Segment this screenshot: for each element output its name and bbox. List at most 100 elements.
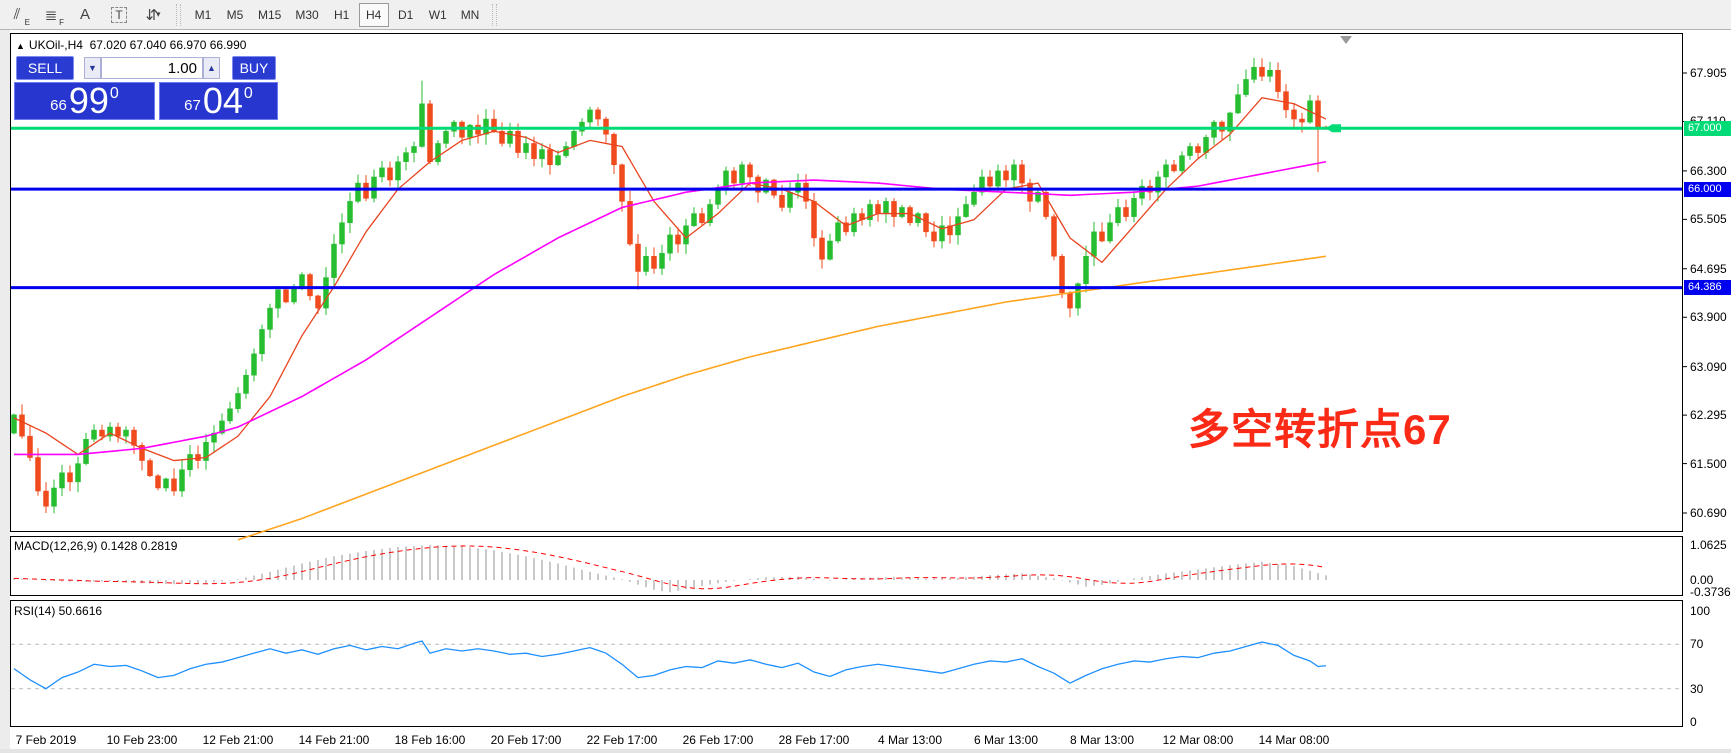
macd-axis-label: 1.0625: [1690, 537, 1727, 552]
timeframe-button-h4[interactable]: H4: [358, 2, 389, 27]
candle-body: [83, 438, 89, 464]
candle-body: [987, 176, 993, 187]
chart-shift-marker-icon[interactable]: [1340, 36, 1352, 44]
candle-body: [27, 435, 33, 458]
volume-decrease-button[interactable]: ▼: [84, 57, 101, 79]
candle-body: [1107, 222, 1113, 242]
candle-body: [563, 146, 569, 156]
candle-body: [123, 429, 129, 437]
price-axis-label: 63.090: [1690, 359, 1727, 374]
candle-body: [259, 329, 265, 355]
candle-body: [795, 182, 801, 193]
rsi-panel[interactable]: [10, 600, 1683, 727]
candle-body: [235, 393, 241, 409]
candle-body: [403, 152, 409, 162]
candle-body: [171, 478, 177, 492]
buy-button[interactable]: BUY: [232, 56, 276, 80]
candle-body: [539, 149, 545, 159]
candle-body: [1219, 121, 1225, 132]
candle-body: [75, 463, 81, 483]
time-axis-label: 14 Feb 21:00: [298, 733, 370, 747]
candle-body: [971, 191, 977, 205]
candle-body: [667, 234, 673, 254]
price-axis-label: 65.505: [1690, 212, 1727, 227]
timeframe-button-mn[interactable]: MN: [460, 7, 480, 22]
candle-body: [411, 146, 417, 153]
candle-body: [339, 222, 345, 245]
buy-price-main: 04: [202, 80, 243, 121]
timeframe-button-w1[interactable]: W1: [428, 7, 447, 22]
candle-body: [363, 182, 369, 199]
candle-body: [499, 130, 505, 144]
buy-price-display[interactable]: 67 04 0: [159, 82, 278, 120]
rsi-axis-label: 0: [1690, 715, 1697, 729]
candle-body: [1043, 191, 1049, 217]
fibonacci-icon[interactable]: ≣ F: [44, 6, 64, 27]
candle-body: [715, 188, 721, 205]
candle-body: [571, 130, 577, 147]
volume-increase-button[interactable]: ▲: [203, 57, 220, 79]
candle-body: [1011, 164, 1017, 181]
current-price-marker: [1326, 124, 1341, 133]
timeframe-button-m5[interactable]: M5: [226, 7, 244, 22]
sell-price-display[interactable]: 66 99 0: [14, 82, 155, 120]
candle-body: [1019, 164, 1025, 184]
candle-body: [899, 207, 905, 217]
sell-button[interactable]: SELL: [16, 56, 74, 80]
time-axis-label: 8 Mar 13:00: [1069, 733, 1135, 747]
candle-body: [1243, 79, 1249, 95]
text-icon[interactable]: A: [79, 6, 90, 23]
candle-body: [179, 469, 185, 492]
candle-body: [187, 454, 193, 470]
candle-body: [707, 204, 713, 223]
window-bottom-edge: [0, 749, 1731, 753]
candle-body: [475, 124, 481, 135]
volume-input[interactable]: [101, 57, 203, 79]
timeframe-button-m15[interactable]: M15: [258, 7, 282, 22]
candle-body: [347, 201, 353, 223]
candle-body: [11, 414, 17, 434]
sell-price-pip: 0: [109, 85, 119, 102]
candle-body: [419, 103, 425, 147]
candle-body: [523, 143, 529, 153]
symbol-direction-icon: ▲: [16, 41, 25, 51]
candle-body: [435, 143, 441, 162]
candle-body: [507, 130, 513, 144]
candle-body: [603, 118, 609, 135]
chart-symbol: UKOil-,H4: [28, 38, 83, 52]
candle-body: [91, 429, 97, 440]
candle-body: [691, 213, 697, 227]
candle-body: [835, 222, 841, 242]
time-axis-label: 4 Mar 13:00: [877, 733, 943, 747]
rsi-label: RSI(14) 50.6616: [14, 604, 103, 618]
equidistant-channel-icon[interactable]: ⫽ E: [13, 6, 30, 27]
arrows-icon[interactable]: ⇵ ▾: [145, 6, 161, 24]
candle-body: [1227, 112, 1233, 132]
candle-body: [811, 201, 817, 239]
main-chart-panel[interactable]: [10, 33, 1683, 532]
candle-body: [1283, 91, 1289, 111]
candle-body: [995, 170, 1001, 187]
sell-price-int: 66: [50, 97, 67, 114]
ma-fast-line: [13, 96, 1327, 462]
candle-body: [275, 289, 281, 309]
time-axis-label: 6 Mar 13:00: [973, 733, 1039, 747]
candle-body: [331, 243, 337, 278]
time-axis-label: 10 Feb 23:00: [106, 733, 178, 747]
candle-body: [939, 225, 945, 242]
timeframe-button-h1[interactable]: H1: [334, 7, 350, 22]
candle-body: [1203, 137, 1209, 153]
timeframe-button-m30[interactable]: M30: [295, 7, 319, 22]
macd-panel[interactable]: [10, 536, 1683, 596]
time-axis-label: 20 Feb 17:00: [490, 733, 562, 747]
candle-body: [587, 109, 593, 123]
timeframe-button-d1[interactable]: D1: [398, 7, 414, 22]
candle-body: [131, 429, 137, 446]
candle-body: [931, 231, 937, 242]
text-label-icon[interactable]: T: [104, 3, 134, 27]
candle-body: [747, 164, 753, 178]
candle-body: [59, 472, 65, 489]
timeframe-button-m1[interactable]: M1: [194, 7, 212, 22]
candle-body: [619, 164, 625, 202]
